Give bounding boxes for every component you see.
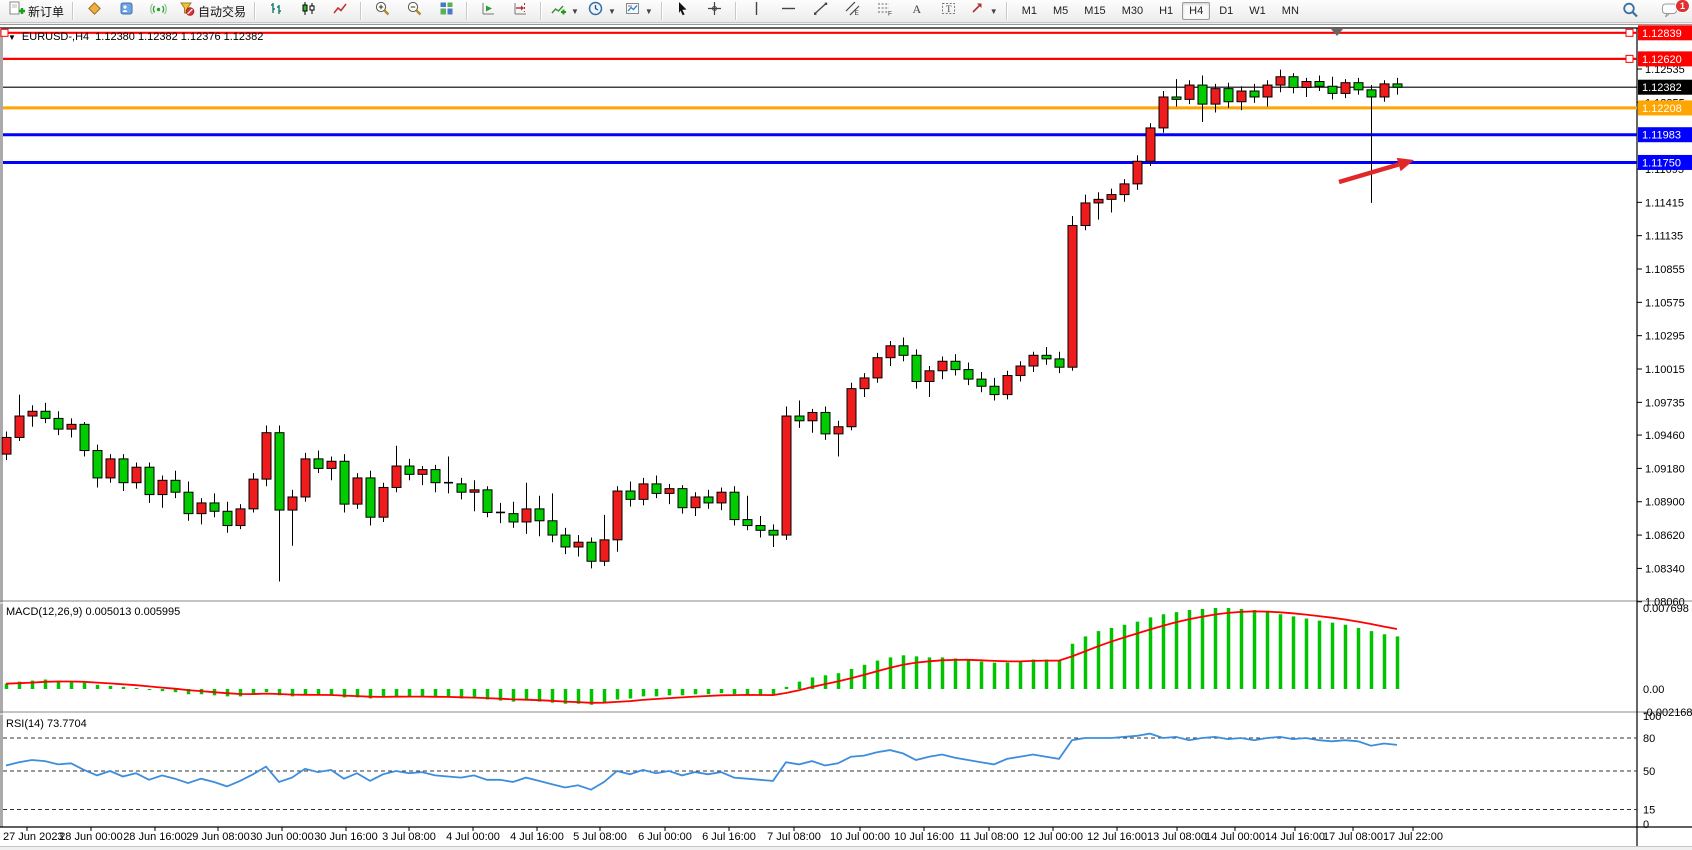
chevron-down-icon: ▼ — [571, 6, 579, 16]
toolbar-separator — [1005, 2, 1008, 20]
horizontal-line-button[interactable] — [773, 0, 805, 22]
bar-chart-button[interactable] — [260, 0, 292, 22]
chevron-down-icon: ▼ — [644, 6, 653, 16]
auto-trading-icon — [178, 0, 195, 22]
fibonacci-icon: F — [876, 0, 893, 22]
timeframe-W1[interactable]: W1 — [1249, 5, 1266, 17]
signal-button[interactable] — [142, 0, 174, 22]
search-button[interactable] — [1614, 1, 1646, 23]
trendline-button[interactable] — [805, 0, 837, 22]
candlestick-chart-button[interactable] — [292, 0, 324, 22]
arrows-icon — [969, 0, 986, 22]
cursor-button[interactable] — [667, 0, 699, 22]
auto-trading-button[interactable]: 自动交易 — [174, 0, 250, 22]
chevron-down-icon: ▼ — [607, 6, 616, 16]
tile-windows-button[interactable] — [430, 0, 462, 22]
templates-button[interactable]: ▼ — [620, 0, 657, 22]
symbol-info-line: ▼ EURUSD-,H4 1.12380 1.12382 1.12376 1.1… — [8, 31, 263, 43]
symbol-title: EURUSD-,H4 — [21, 31, 90, 43]
clock-icon — [587, 0, 604, 22]
chart-shift-button[interactable] — [504, 0, 536, 22]
zoom-out-icon — [406, 0, 423, 22]
text-icon: A — [908, 0, 925, 22]
macd-indicator-label: MACD(12,26,9) 0.005013 0.005995 — [6, 606, 181, 618]
vertical-line-button[interactable] — [741, 0, 773, 22]
tile-windows-icon — [438, 0, 455, 22]
svg-text:T: T — [946, 4, 952, 14]
periods-button[interactable]: ▼ — [583, 0, 620, 22]
zoom-in-icon — [374, 0, 391, 22]
chart-shift-icon — [512, 0, 529, 22]
notifications-button[interactable]: 1 — [1654, 0, 1690, 23]
chevron-down-icon: ▼ — [989, 6, 998, 16]
search-icon — [1621, 1, 1639, 24]
chart-menu-arrow-icon: ▼ — [8, 32, 16, 42]
timeframe-M5[interactable]: M5 — [1053, 5, 1069, 17]
zoom-in-button[interactable] — [366, 0, 398, 22]
crosshair-button[interactable] — [699, 0, 731, 22]
profile-icon — [118, 0, 135, 22]
compass-button[interactable] — [78, 0, 110, 22]
svg-text:F: F — [888, 11, 892, 18]
indicators-icon — [550, 0, 567, 22]
timeframe-M30[interactable]: M30 — [1121, 5, 1144, 17]
toolbar-separator — [360, 2, 363, 20]
crosshair-icon — [706, 0, 723, 22]
new-order-label: 新订单 — [28, 4, 65, 19]
timeframe-H4[interactable]: H4 — [1182, 2, 1211, 20]
auto-scroll-button[interactable] — [472, 0, 504, 22]
text-label-icon: T — [940, 0, 957, 22]
arrows-button[interactable]: ▼ — [965, 0, 1002, 22]
chart-window[interactable] — [0, 24, 1692, 847]
candlestick-chart-icon — [300, 0, 317, 22]
bar-chart-icon — [268, 0, 285, 22]
indicators-button[interactable]: ▼ — [546, 0, 583, 22]
toolbar-separator — [254, 2, 257, 20]
timeframe-M1[interactable]: M1 — [1021, 5, 1037, 17]
notification-badge: 1 — [1675, 0, 1690, 13]
symbol-ohlc: 1.12380 1.12382 1.12376 1.12382 — [95, 31, 264, 43]
main-toolbar: 新订单 自动交易 ▼ ▼ ▼ E F A T ▼ — [0, 0, 1692, 23]
toolbar-separator — [734, 2, 737, 20]
timeframe-MN[interactable]: MN — [1281, 5, 1299, 17]
fibonacci-button[interactable]: F — [869, 0, 901, 22]
toolbar-separator — [660, 2, 663, 20]
compass-icon — [86, 0, 103, 22]
text-label-button[interactable]: T — [933, 0, 965, 22]
text-button[interactable]: A — [901, 0, 933, 22]
trendline-icon — [812, 0, 829, 22]
toolbar-separator — [466, 2, 469, 20]
new-order-button[interactable]: 新订单 — [4, 0, 68, 22]
signal-icon — [149, 0, 167, 22]
equidistant-channel-icon: E — [844, 0, 861, 22]
auto-trading-label: 自动交易 — [198, 4, 247, 19]
horizontal-line-icon — [780, 0, 797, 22]
line-chart-icon — [332, 0, 349, 22]
timeframe-H1[interactable]: H1 — [1159, 5, 1174, 17]
rsi-indicator-label: RSI(14) 73.7704 — [6, 718, 87, 730]
timeframe-D1[interactable]: D1 — [1219, 5, 1234, 17]
toolbar-separator — [540, 2, 543, 20]
zoom-out-button[interactable] — [398, 0, 430, 22]
vertical-line-icon — [748, 0, 765, 22]
toolbar-separator — [72, 2, 75, 20]
window-bottom-edge — [0, 846, 1692, 850]
cursor-icon — [674, 0, 691, 22]
svg-text:A: A — [913, 2, 922, 16]
auto-scroll-icon — [480, 0, 497, 22]
equidistant-channel-button[interactable]: E — [837, 0, 869, 22]
line-chart-button[interactable] — [324, 0, 356, 22]
timeframe-M15[interactable]: M15 — [1084, 5, 1106, 17]
templates-icon — [624, 0, 641, 22]
profile-button[interactable] — [110, 0, 142, 22]
svg-text:E: E — [855, 10, 860, 17]
new-order-icon — [8, 0, 25, 22]
timeframe-strip: M1 M5 M15 M30 H1 H4 D1 W1 MN — [1014, 2, 1307, 20]
